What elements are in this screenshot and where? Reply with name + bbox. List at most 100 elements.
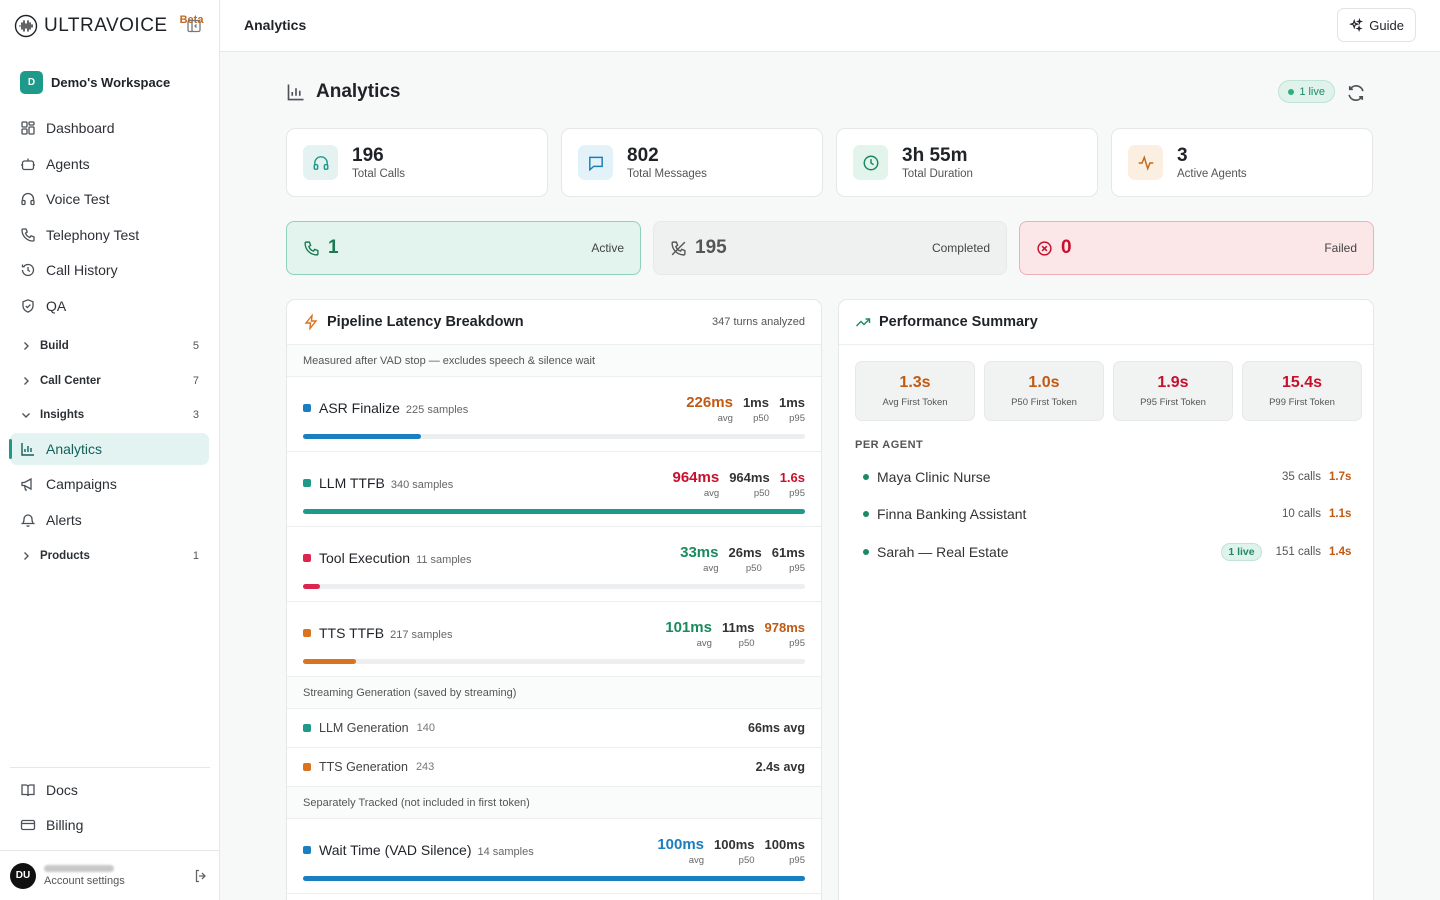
series-swatch <box>303 554 311 562</box>
user-avatar: DU <box>10 862 36 889</box>
agent-latency: 1.1s <box>1329 508 1352 520</box>
agent-latency: 1.4s <box>1329 546 1352 558</box>
stat-text: 196 Total Calls <box>352 145 405 180</box>
workspace-name: Demo's Workspace <box>51 74 171 90</box>
gen-avg: 66ms avg <box>748 721 805 735</box>
nav-label: Agents <box>46 156 90 172</box>
sidebar-toggle-icon[interactable] <box>186 18 202 34</box>
nav-group-insights[interactable]: Insights 3 <box>10 402 209 428</box>
nav-call-history[interactable]: Call History <box>10 254 209 286</box>
group-count: 7 <box>192 375 199 387</box>
streaming-row-tts: TTS Generation 243 2.4s avg <box>287 748 821 787</box>
metric-value: 100ms <box>714 837 755 852</box>
metric-value: 33ms <box>680 544 719 561</box>
stage-label: Tool Execution <box>319 550 411 566</box>
logout-icon[interactable] <box>193 868 209 884</box>
active-label: Active <box>591 241 624 255</box>
metric-avg: 100ms avg <box>657 836 704 866</box>
latency-rows: ASR Finalize 225 samples 226ms avg 1ms p5… <box>287 377 821 677</box>
stat-label: Active Agents <box>1177 168 1247 180</box>
metric-p95: 1ms p95 <box>779 394 805 424</box>
agent-calls: 151 calls <box>1275 546 1321 558</box>
latency-bar-track <box>303 584 805 589</box>
gen-name: LLM Generation <box>319 721 409 735</box>
guide-button[interactable]: Guide <box>1337 8 1416 42</box>
nav-voice-test[interactable]: Voice Test <box>10 183 209 215</box>
status-failed[interactable]: 0 Failed <box>1019 221 1374 275</box>
nav-qa[interactable]: QA <box>10 290 209 322</box>
stat-card-active-agents: 3 Active Agents <box>1111 128 1373 197</box>
status-completed[interactable]: 195 Completed <box>653 221 1007 275</box>
bar-chart-icon <box>286 82 306 102</box>
gen-count: 243 <box>415 761 435 773</box>
workspace-switcher[interactable]: D Demo's Workspace <box>10 66 210 98</box>
stat-text: 3 Active Agents <box>1177 145 1247 180</box>
metric-value: 61ms <box>771 545 805 560</box>
metric-label: p50 <box>753 413 769 424</box>
nav-label: Alerts <box>46 512 82 528</box>
nav-billing[interactable]: Billing <box>10 809 209 841</box>
stat-icon-box <box>303 145 338 180</box>
wait-row-container: Wait Time (VAD Silence) 14 samples 100ms … <box>287 819 821 894</box>
credit-card-icon <box>20 817 36 833</box>
clock-icon <box>862 154 880 172</box>
metric-label: avg <box>688 855 705 866</box>
latency-stage-name: Tool Execution 11 samples <box>319 550 472 566</box>
dashboard-icon <box>20 120 36 136</box>
summary-value: 1.0s <box>1028 374 1060 391</box>
metric-avg: 101ms avg <box>665 619 712 649</box>
summary-value: 1.9s <box>1157 374 1189 391</box>
failed-count: 0 <box>1061 237 1072 258</box>
stat-icon-box <box>853 145 888 180</box>
nav-label: Billing <box>46 817 84 833</box>
stat-text: 802 Total Messages <box>627 145 707 180</box>
gen-name: TTS Generation <box>319 760 408 774</box>
nav-telephony-test[interactable]: Telephony Test <box>10 219 209 251</box>
series-swatch <box>303 724 311 732</box>
metric-value: 1ms <box>742 395 769 410</box>
account-settings[interactable]: DU Account settings <box>0 850 219 900</box>
metric-value: 964ms <box>672 469 720 486</box>
sidebar-divider <box>10 767 210 768</box>
latency-row: ASR Finalize 225 samples 226ms avg 1ms p5… <box>287 377 821 452</box>
history-icon <box>20 262 36 278</box>
stat-label: Total Calls <box>352 168 406 180</box>
nav-dashboard[interactable]: Dashboard <box>10 112 209 144</box>
chevron-down-icon <box>20 409 32 421</box>
nav-docs[interactable]: Docs <box>10 774 209 806</box>
metric-p95: 61ms p95 <box>772 544 805 574</box>
agent-row-sarah[interactable]: Sarah — Real Estate 1 live 151 calls 1.4… <box>855 540 1352 564</box>
nav-agents[interactable]: Agents <box>10 148 209 180</box>
nav-group-products[interactable]: Products 1 <box>10 543 209 569</box>
latency-row: Tool Execution 11 samples 33ms avg 26ms p… <box>287 527 821 602</box>
summary-label: Avg First Token <box>882 397 948 408</box>
refresh-icon[interactable] <box>1346 83 1366 103</box>
nav-campaigns[interactable]: Campaigns <box>10 468 209 500</box>
nav-alerts[interactable]: Alerts <box>10 504 209 536</box>
latency-metrics: 226ms avg 1ms p50 1ms p95 <box>686 394 805 424</box>
nav-group-build[interactable]: Build 5 <box>10 333 209 359</box>
agent-row-maya[interactable]: Maya Clinic Nurse 35 calls 1.7s <box>855 465 1351 489</box>
agent-row-finna[interactable]: Finna Banking Assistant 10 calls 1.1s <box>855 502 1352 526</box>
chevron-right-icon <box>20 340 32 352</box>
stage-samples: 225 samples <box>405 404 469 416</box>
nav-group-call-center[interactable]: Call Center 7 <box>10 368 209 394</box>
brand-name: ULTRAVOICE <box>44 15 168 36</box>
trending-up-icon <box>855 314 871 330</box>
metric-label: p95 <box>789 413 805 424</box>
metric-label: p50 <box>738 638 755 649</box>
metric-value: 964ms <box>729 470 770 485</box>
stat-value: 802 <box>627 145 659 166</box>
latency-metrics: 964ms avg 964ms p50 1.6s p95 <box>672 469 805 499</box>
metric-value: 26ms <box>728 545 762 560</box>
user-info: Account settings <box>44 864 125 887</box>
message-icon <box>587 154 605 172</box>
metric-p50: 964ms p50 <box>729 469 769 499</box>
nav-analytics[interactable]: Analytics <box>9 433 209 465</box>
live-calls-badge: 1 live <box>1278 80 1335 103</box>
completed-label: Completed <box>931 241 990 255</box>
status-active[interactable]: 1 Active <box>286 221 641 275</box>
latency-row: TTS TTFB 217 samples 101ms avg 11ms p50 9… <box>287 602 821 677</box>
headphones-icon <box>20 191 36 207</box>
panel-header: Pipeline Latency Breakdown 347 turns ana… <box>287 300 821 345</box>
